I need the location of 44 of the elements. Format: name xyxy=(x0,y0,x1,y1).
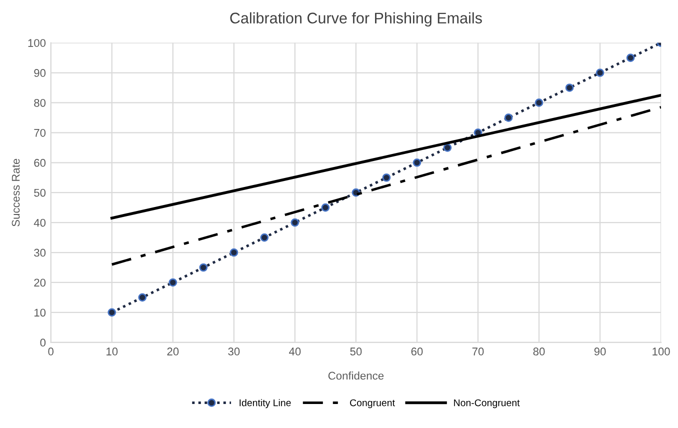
y-tick-label: 10 xyxy=(34,308,46,317)
point xyxy=(138,293,147,302)
point xyxy=(596,68,604,77)
y-tick-label: 70 xyxy=(34,128,46,137)
y-axis-title: Success Rate xyxy=(12,158,20,226)
point xyxy=(443,143,452,152)
x-tick-label: 30 xyxy=(228,348,240,356)
point xyxy=(412,158,422,167)
y-tick-label: 20 xyxy=(34,278,46,287)
point xyxy=(260,233,269,242)
legend-label: Identity Line xyxy=(240,399,291,408)
y-tick-label: 80 xyxy=(34,98,46,107)
x-tick-label: 50 xyxy=(350,348,362,356)
x-tick-label: 70 xyxy=(472,348,484,356)
x-tick-label: 90 xyxy=(594,348,606,356)
x-tick-label: 0 xyxy=(48,348,54,356)
y-tick-label: 50 xyxy=(34,188,46,197)
legend-label: Congruent xyxy=(350,399,395,408)
point xyxy=(168,278,178,287)
point xyxy=(626,54,635,62)
x-axis-title: Confidence xyxy=(328,372,384,380)
point xyxy=(382,173,391,182)
y-tick-label: 30 xyxy=(34,248,46,257)
chart-title: Calibration Curve for Phishing Emails xyxy=(230,12,482,27)
x-tick-label: 80 xyxy=(533,348,545,356)
point xyxy=(108,308,116,317)
point xyxy=(534,98,544,107)
point xyxy=(230,248,238,257)
y-tick-label: 100 xyxy=(28,39,46,47)
y-tick-label: 40 xyxy=(34,218,46,227)
point xyxy=(504,114,513,122)
x-tick-label: 20 xyxy=(167,348,179,356)
point xyxy=(565,84,574,92)
x-tick-label: 40 xyxy=(289,348,301,356)
point xyxy=(290,218,300,227)
x-tick-label: 60 xyxy=(411,348,423,356)
y-tick-label: 60 xyxy=(34,158,46,167)
x-tick-label: 10 xyxy=(106,348,118,356)
x-tick-label: 100 xyxy=(652,348,670,356)
point xyxy=(321,203,330,212)
y-tick-label: 90 xyxy=(34,69,46,77)
legend-label: Non-Congruent xyxy=(454,399,520,408)
y-tick-label: 0 xyxy=(40,338,46,347)
point xyxy=(199,263,208,272)
